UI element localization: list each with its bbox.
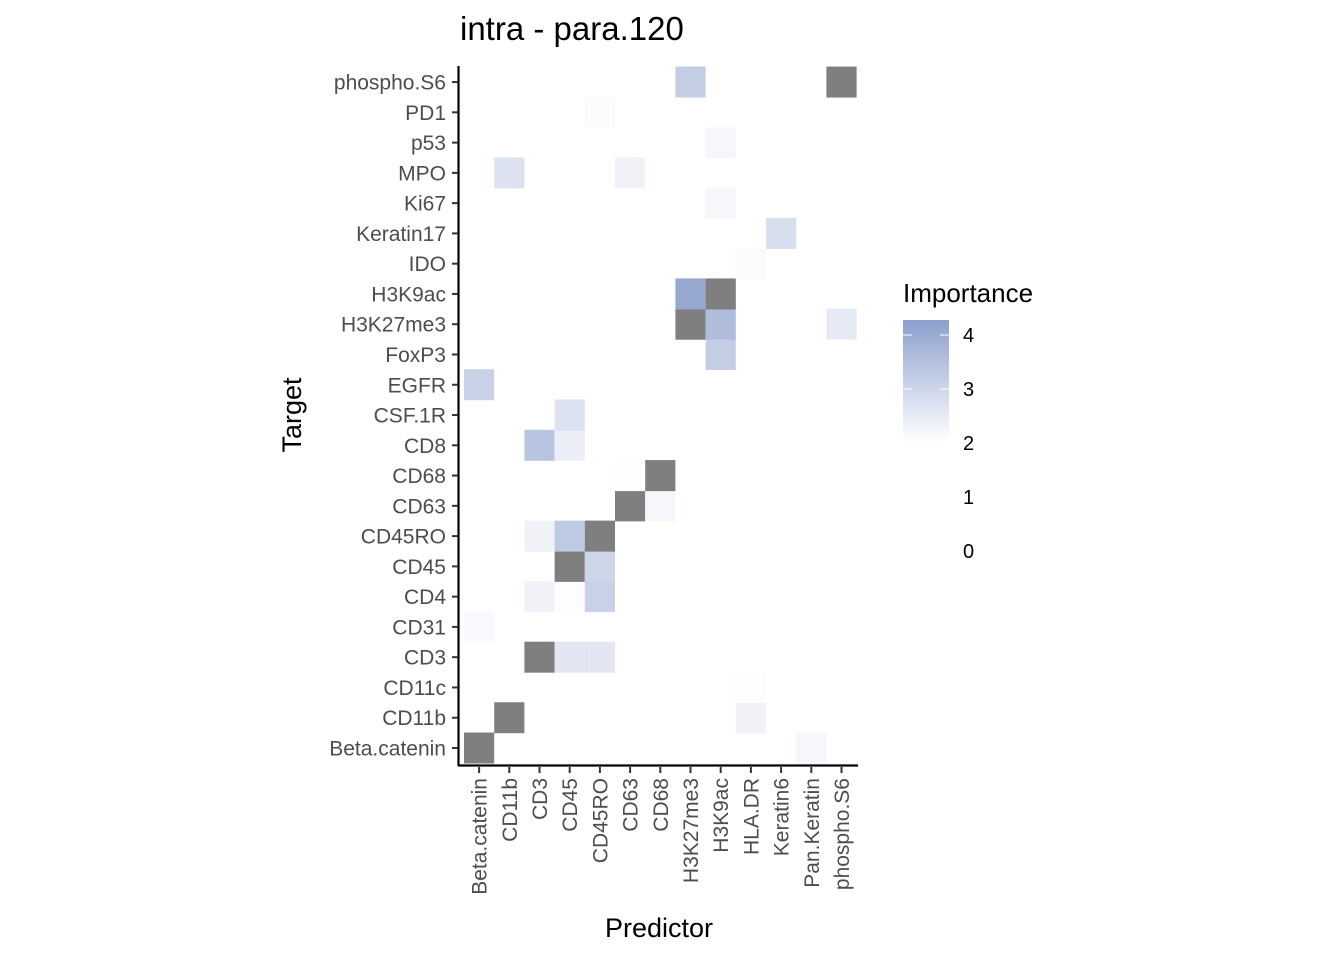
legend-colorbar [903,320,949,442]
heatmap-cell-cd11b-hla-dr [735,702,766,734]
heatmap-cell-ido-hla-dr [735,248,766,280]
legend-ticks: 4 3 2 1 0 [903,325,974,563]
chart-title: intra - para.120 [460,10,684,47]
x-tick-label: CD63 [620,778,643,832]
heatmap-cell-h3k9ac-h3k9ac [705,278,736,310]
legend-label: 3 [963,379,974,401]
x-tick-label: H3K9ac [710,778,733,853]
heatmap-cell-cd3-cd45 [554,641,585,673]
y-tick-label: CD4 [404,586,446,609]
heatmap-cell-h3k27me3-phospho-s6 [826,308,857,340]
heatmap-cell-cd4-cd45ro [584,581,615,613]
heatmap-cell-phospho-s6-h3k27me3 [675,66,706,98]
y-tick-label: H3K9ac [371,283,446,306]
x-tick-label: CD3 [529,778,552,820]
heatmap-cell-phospho-s6-phospho-s6 [826,66,857,98]
x-tick-label: HLA.DR [740,778,763,855]
heatmap-cell-pd1-cd45ro [584,96,615,128]
x-tick-label: CD11b [499,778,522,842]
heatmap-cell-mpo-cd11b [494,157,525,189]
heatmap-cell-cd11c-hla-dr [735,671,766,703]
x-axis-ticks: Beta.catenin CD11b CD3 CD45 CD45RO CD63 CD68 H3… [469,767,854,895]
x-tick-label: CD45 [559,778,582,832]
heatmap-cell-egfr-beta-catenin [464,369,495,401]
heatmap-cell-cd31-beta-catenin [464,611,495,643]
y-tick-label: CD45 [392,556,446,579]
heatmap-cell-beta-catenin-pan-keratin [796,732,827,764]
heatmap-cell-cd4-cd3 [524,581,555,613]
legend-title: Importance [903,278,1033,308]
x-tick-label: Pan.Keratin [801,778,824,888]
heatmap-cell-cd45-cd45 [554,550,585,582]
heatmap-cell-cd11b-cd11b [494,702,525,734]
legend-label: 0 [963,541,974,563]
heatmap-cell-cd63-cd68 [645,490,676,522]
heatmap-cell-mpo-cd63 [615,157,646,189]
y-axis-ticks: Beta.catenin CD11b CD11c CD3 CD31 CD4 CD45 CD45… [329,72,458,761]
y-tick-label: CD63 [392,495,446,518]
heatmap-cell-csf-1r-cd45 [554,399,585,431]
heatmap-cell-cd3-cd45ro [584,641,615,673]
y-tick-label: Beta.catenin [329,738,446,761]
y-tick-label: CD11b [382,707,446,730]
heatmap-cell-cd63-cd63 [615,490,646,522]
heatmap-cell-cd8-cd45 [554,429,585,461]
legend-label: 1 [963,487,974,509]
y-tick-label: CD31 [392,616,446,639]
y-tick-label: CD68 [392,465,446,488]
heatmap-cell-cd68-cd68 [645,460,676,492]
y-tick-label: CD45RO [361,526,446,549]
y-tick-label: FoxP3 [385,344,446,367]
x-tick-label: CD68 [650,778,673,832]
heatmap-cell-h3k27me3-h3k9ac [705,308,736,340]
x-tick-label: Keratin6 [771,778,794,856]
heatmap-cell-cd68-cd63 [615,460,646,492]
x-tick-label: CD45RO [589,778,612,863]
heatmap-cell-ki67-h3k9ac [705,187,736,219]
heatmap-cell-cd8-cd3 [524,429,555,461]
y-tick-label: Keratin17 [356,223,446,246]
y-tick-label: p53 [411,132,446,155]
legend-label: 4 [963,325,974,347]
y-tick-label: phospho.S6 [334,72,446,95]
y-tick-label: CD3 [404,647,446,670]
y-tick-label: EGFR [388,374,446,397]
heatmap-cell-cd45ro-cd3 [524,520,555,552]
y-axis-title: Target [277,377,307,453]
y-tick-label: H3K27me3 [341,314,446,337]
heatmap-cell-cd45ro-cd45ro [584,520,615,552]
heatmap-cell-cd45ro-cd45 [554,520,585,552]
heatmap-cell-cd3-cd3 [524,641,555,673]
heatmap-cell-beta-catenin-beta-catenin [464,732,495,764]
heatmap-cell-foxp3-h3k9ac [705,338,736,370]
y-tick-label: IDO [409,253,446,276]
y-tick-label: MPO [398,162,446,185]
y-tick-label: CD11c [383,677,446,700]
x-axis-title: Predictor [605,913,713,943]
legend-label: 2 [963,433,974,455]
x-tick-label: Beta.catenin [469,778,492,895]
y-tick-label: CSF.1R [374,405,446,428]
y-tick-label: PD1 [405,102,446,125]
x-tick-label: phospho.S6 [831,778,854,890]
heatmap-cell-keratin17-keratin6 [766,217,797,249]
heatmap-cells [464,66,857,764]
y-tick-label: CD8 [404,435,446,458]
heatmap-cell-cd45-cd45ro [584,550,615,582]
heatmap-cell-h3k9ac-h3k27me3 [675,278,706,310]
heatmap-cell-cd4-cd45 [554,581,585,613]
heatmap-cell-p53-h3k9ac [705,127,736,159]
x-tick-label: H3K27me3 [680,778,703,883]
heatmap-cell-h3k27me3-h3k27me3 [675,308,706,340]
y-tick-label: Ki67 [404,193,446,216]
